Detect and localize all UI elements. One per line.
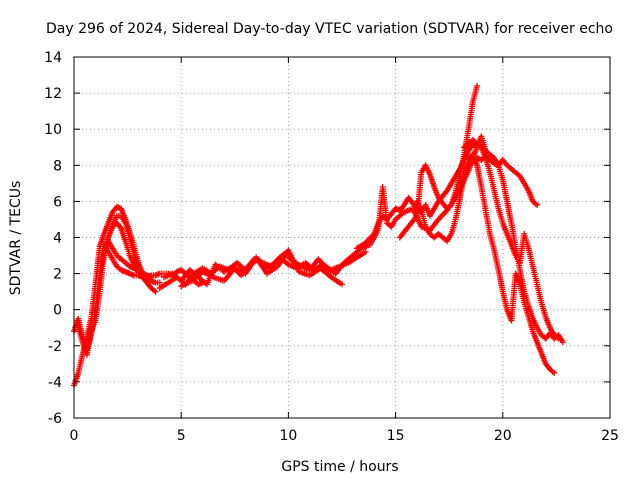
y-tick-label: 12 xyxy=(44,86,62,102)
x-tick-label: 20 xyxy=(494,428,512,444)
x-tick-label: 10 xyxy=(279,428,297,444)
x-axis-ticks: 0 5 10 15 20 25 xyxy=(70,57,619,444)
series-markers xyxy=(178,247,345,290)
y-tick-label: 10 xyxy=(44,122,62,138)
y-axis-ticks: -6 -4 -2 0 2 4 6 8 10 12 14 xyxy=(44,50,610,427)
series-markers xyxy=(105,238,159,295)
x-tick-label: 5 xyxy=(177,428,186,444)
y-tick-label: 6 xyxy=(53,194,62,210)
x-tick-label: 15 xyxy=(387,428,405,444)
y-tick-label: 0 xyxy=(53,303,62,319)
series-sat-e xyxy=(105,238,159,295)
x-axis-label: GPS time / hours xyxy=(281,459,398,475)
grid-lines xyxy=(74,57,610,418)
x-tick-label: 0 xyxy=(70,428,79,444)
y-tick-label: -6 xyxy=(48,411,62,427)
series-markers xyxy=(461,137,562,342)
chart-title: Day 296 of 2024, Sidereal Day-to-day VTE… xyxy=(46,21,613,37)
y-tick-label: 14 xyxy=(44,50,62,66)
y-tick-label: 2 xyxy=(53,267,62,283)
series-sat-n xyxy=(461,137,562,342)
y-tick-label: -4 xyxy=(48,375,62,391)
data-points xyxy=(71,82,566,389)
y-tick-label: -2 xyxy=(48,339,62,355)
y-tick-label: 8 xyxy=(53,158,62,174)
series-sat-h xyxy=(178,247,345,290)
x-tick-label: 25 xyxy=(601,428,619,444)
y-axis-label: SDTVAR / TECUs xyxy=(8,181,24,296)
y-tick-label: 4 xyxy=(53,231,62,247)
